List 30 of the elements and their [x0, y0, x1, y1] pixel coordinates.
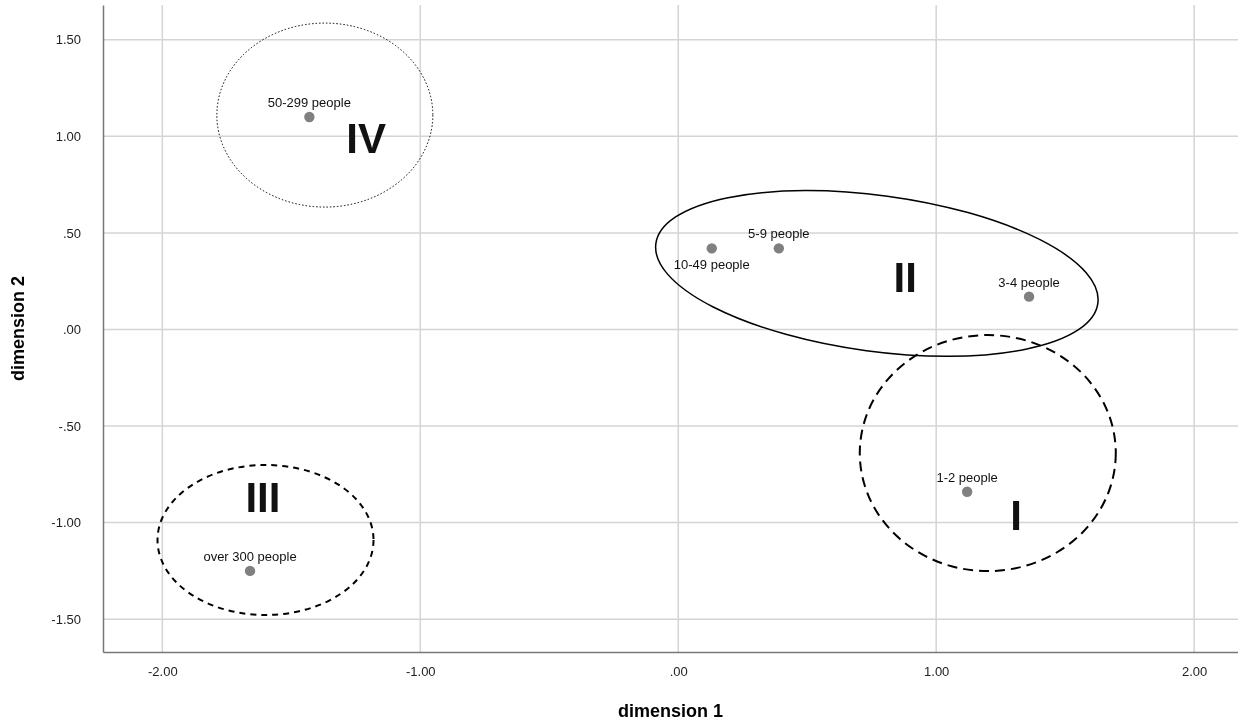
point	[304, 111, 315, 123]
x-tick-label: .00	[669, 664, 688, 680]
annotation: I	[1010, 491, 1022, 539]
annotation: II	[893, 254, 917, 302]
x-tick-label: 2.00	[1181, 664, 1208, 680]
data-label: 50-299 people	[267, 95, 351, 111]
point	[244, 565, 256, 577]
x-tick-label: -1.00	[405, 664, 436, 680]
x-axis-title: dimension 1	[617, 701, 724, 721]
point	[1023, 291, 1035, 302]
point	[706, 243, 717, 254]
y-tick-label: .00	[62, 322, 81, 338]
y-tick-label: 1.50	[55, 32, 81, 48]
x-tick-label: 1.00	[924, 664, 950, 680]
point	[961, 486, 973, 497]
data-label: 1-2 people	[936, 469, 998, 485]
y-tick-label: -.50	[58, 418, 81, 434]
data-label: 10-49 people	[673, 257, 750, 273]
y-tick-label: -1.50	[51, 611, 81, 627]
annotation: IV	[346, 115, 386, 163]
data-label: 3-4 people	[998, 274, 1060, 290]
y-tick-label: 1.00	[55, 128, 81, 144]
x-tick-label: -2.00	[148, 664, 178, 680]
data-label: over 300 people	[203, 548, 297, 564]
y-tick-label: .50	[62, 225, 81, 241]
annotation: III	[245, 474, 281, 522]
y-axis-title: dimension 2	[8, 275, 28, 382]
y-tick-label: -1.00	[51, 515, 81, 531]
data-label: 5-9 people	[748, 226, 810, 242]
point	[773, 243, 785, 254]
